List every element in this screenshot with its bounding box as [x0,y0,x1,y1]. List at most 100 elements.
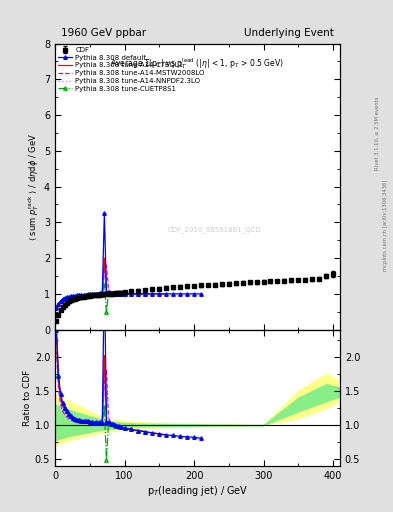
Pythia 8.308 tune-A14-CTEQL1 [150,291,155,297]
Text: Rivet 3.1.10, ≥ 2.5M events: Rivet 3.1.10, ≥ 2.5M events [375,96,380,170]
Pythia 8.308 tune-A14-CTEQL1 [102,255,107,261]
Pythia 8.308 tune-CUETP8S1 [100,290,105,296]
Pythia 8.308 tune-A14-CTEQL1 [73,293,77,299]
Pythia 8.308 default [110,290,115,296]
Pythia 8.308 tune-CUETP8S1 [119,291,123,297]
Pythia 8.308 tune-CUETP8S1 [62,295,67,301]
Pythia 8.308 tune-CUETP8S1 [117,291,121,297]
Pythia 8.308 tune-CUETP8S1 [85,291,90,297]
Pythia 8.308 tune-A14-MSTW2008LO [112,290,117,296]
Pythia 8.308 tune-A14-NNPDF2.3LO [122,291,127,297]
Pythia 8.308 default [129,291,134,297]
Pythia 8.308 tune-A14-NNPDF2.3LO [66,295,71,301]
Pythia 8.308 default [102,210,107,217]
Pythia 8.308 tune-A14-MSTW2008LO [62,297,67,304]
Pythia 8.308 tune-A14-CTEQL1 [83,291,88,297]
Pythia 8.308 default [85,291,90,297]
Pythia 8.308 default [66,294,71,300]
Pythia 8.308 default [171,291,176,297]
Pythia 8.308 tune-A14-CTEQL1 [106,289,111,295]
Pythia 8.308 tune-CUETP8S1 [110,290,115,296]
Pythia 8.308 tune-A14-CTEQL1 [87,291,92,297]
Pythia 8.308 tune-A14-CTEQL1 [85,291,90,297]
Pythia 8.308 default [75,292,80,298]
Pythia 8.308 tune-A14-CTEQL1 [129,291,134,297]
Pythia 8.308 tune-A14-NNPDF2.3LO [100,290,105,296]
Pythia 8.308 tune-A14-MSTW2008LO [119,290,123,296]
Pythia 8.308 tune-A14-CTEQL1 [108,290,113,296]
Pythia 8.308 tune-A14-CTEQL1 [157,291,162,297]
Pythia 8.308 tune-A14-CTEQL1 [69,294,73,300]
Pythia 8.308 tune-A14-CTEQL1 [79,292,84,298]
Pythia 8.308 default [192,291,196,297]
Pythia 8.308 default [98,290,103,296]
Pythia 8.308 tune-A14-MSTW2008LO [66,296,71,302]
Pythia 8.308 tune-A14-NNPDF2.3LO [106,288,111,294]
Pythia 8.308 tune-A14-MSTW2008LO [60,299,65,305]
Pythia 8.308 tune-A14-NNPDF2.3LO [98,291,103,297]
Pythia 8.308 tune-A14-CTEQL1 [60,297,65,304]
Pythia 8.308 default [119,291,123,297]
Pythia 8.308 default [108,290,113,296]
Pythia 8.308 default [106,289,111,295]
Pythia 8.308 tune-A14-MSTW2008LO [73,294,77,300]
Pythia 8.308 tune-A14-CTEQL1 [112,290,117,296]
Pythia 8.308 default [164,291,169,297]
Pythia 8.308 default [58,298,63,304]
Pythia 8.308 tune-A14-MSTW2008LO [108,289,113,295]
Pythia 8.308 default [87,291,92,297]
Pythia 8.308 tune-A14-CTEQL1 [114,290,119,296]
Pythia 8.308 default [143,291,148,297]
Pythia 8.308 tune-A14-NNPDF2.3LO [81,292,86,298]
Pythia 8.308 tune-CUETP8S1 [96,290,101,296]
Pythia 8.308 tune-A14-MSTW2008LO [100,291,105,297]
Pythia 8.308 tune-A14-MSTW2008LO [87,292,92,298]
Pythia 8.308 default [56,301,61,307]
Pythia 8.308 tune-A14-CTEQL1 [58,299,63,305]
Pythia 8.308 tune-A14-MSTW2008LO [122,291,127,297]
Pythia 8.308 default [94,290,98,296]
Pythia 8.308 tune-CUETP8S1 [104,309,109,315]
Pythia 8.308 tune-A14-NNPDF2.3LO [54,307,59,313]
Pythia 8.308 tune-A14-NNPDF2.3LO [71,294,75,300]
Pythia 8.308 tune-A14-CTEQL1 [54,306,59,312]
Pythia 8.308 default [92,291,96,297]
Pythia 8.308 tune-A14-CTEQL1 [143,291,148,297]
Pythia 8.308 tune-A14-NNPDF2.3LO [94,291,98,297]
Pythia 8.308 tune-A14-NNPDF2.3LO [75,293,80,300]
Pythia 8.308 tune-A14-NNPDF2.3LO [136,291,141,297]
Pythia 8.308 default [112,290,117,296]
Pythia 8.308 tune-A14-MSTW2008LO [94,291,98,297]
Pythia 8.308 tune-CUETP8S1 [58,298,63,304]
Pythia 8.308 tune-CUETP8S1 [69,293,73,300]
Pythia 8.308 tune-A14-CTEQL1 [164,291,169,297]
Pythia 8.308 default [114,290,119,296]
Pythia 8.308 tune-A14-NNPDF2.3LO [77,293,82,299]
Pythia 8.308 tune-A14-MSTW2008LO [114,290,119,296]
Pythia 8.308 tune-CUETP8S1 [79,292,84,298]
Pythia 8.308 default [96,290,101,296]
Pythia 8.308 default [136,291,141,297]
Pythia 8.308 default [198,291,203,297]
Pythia 8.308 default [90,291,94,297]
Pythia 8.308 tune-CUETP8S1 [98,290,103,296]
Pythia 8.308 tune-CUETP8S1 [60,296,65,302]
Pythia 8.308 tune-A14-CTEQL1 [122,291,127,297]
Pythia 8.308 default [100,290,105,296]
Pythia 8.308 tune-A14-CTEQL1 [100,290,105,296]
Pythia 8.308 tune-A14-NNPDF2.3LO [112,290,117,296]
Pythia 8.308 tune-CUETP8S1 [75,292,80,298]
Pythia 8.308 tune-A14-MSTW2008LO [117,290,121,296]
Pythia 8.308 tune-A14-NNPDF2.3LO [143,291,148,297]
Pythia 8.308 tune-CUETP8S1 [81,291,86,297]
Line: Pythia 8.308 tune-CUETP8S1: Pythia 8.308 tune-CUETP8S1 [55,283,147,314]
Pythia 8.308 tune-A14-MSTW2008LO [69,295,73,301]
Pythia 8.308 default [77,292,82,298]
Pythia 8.308 tune-A14-MSTW2008LO [104,262,109,268]
Pythia 8.308 tune-A14-NNPDF2.3LO [69,295,73,301]
Pythia 8.308 default [69,293,73,300]
Pythia 8.308 tune-CUETP8S1 [143,291,148,297]
Pythia 8.308 tune-A14-NNPDF2.3LO [129,291,134,297]
Pythia 8.308 tune-A14-MSTW2008LO [136,291,141,297]
Pythia 8.308 tune-A14-NNPDF2.3LO [60,298,65,305]
